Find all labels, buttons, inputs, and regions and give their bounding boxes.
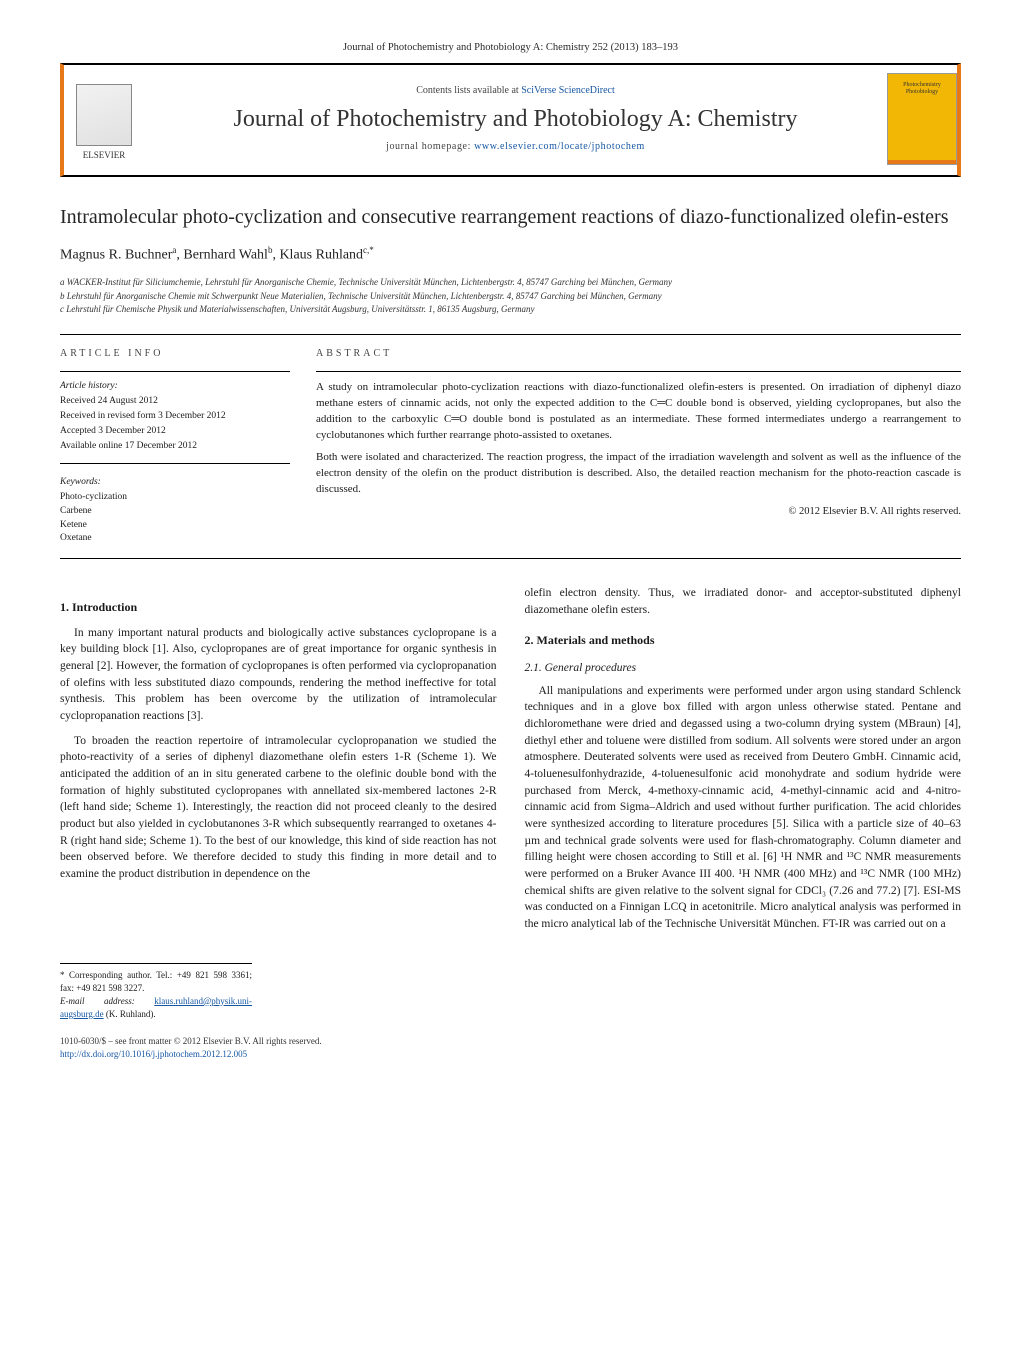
history-online: Available online 17 December 2012 xyxy=(60,440,290,454)
article-body: 1. Introduction In many important natura… xyxy=(60,585,961,1021)
article-title: Intramolecular photo-cyclization and con… xyxy=(60,205,961,230)
abstract-copyright: © 2012 Elsevier B.V. All rights reserved… xyxy=(316,504,961,519)
affiliation-c: c Lehrstuhl für Chemische Physik und Mat… xyxy=(60,303,961,316)
section-2-1-heading: 2.1. General procedures xyxy=(525,660,962,677)
contents-available-line: Contents lists available at SciVerse Sci… xyxy=(158,84,873,99)
author-3-affil-sup: c,* xyxy=(363,245,374,255)
author-1: Magnus R. Buchner xyxy=(60,248,172,263)
journal-cover-thumb: Photochemistry Photobiology xyxy=(887,73,957,165)
affiliations: a WACKER-Institut für Siliciumchemie, Le… xyxy=(60,276,961,316)
info-abstract-row: ARTICLE INFO Article history: Received 2… xyxy=(60,334,961,559)
section-1-para-2: To broaden the reaction repertoire of in… xyxy=(60,733,497,883)
elsevier-tree-icon xyxy=(76,84,132,146)
publisher-logo-text: ELSEVIER xyxy=(83,149,126,162)
page-footer-meta: 1010-6030/$ – see front matter © 2012 El… xyxy=(60,1035,961,1061)
author-2-affil-sup: b xyxy=(268,245,273,255)
article-info-column: ARTICLE INFO Article history: Received 2… xyxy=(60,335,290,558)
section-1-heading: 1. Introduction xyxy=(60,599,497,616)
author-2: Bernhard Wahl xyxy=(183,248,268,263)
keyword: Oxetane xyxy=(60,532,290,546)
affiliation-a: a WACKER-Institut für Siliciumchemie, Le… xyxy=(60,276,961,289)
doi-link[interactable]: http://dx.doi.org/10.1016/j.jphotochem.2… xyxy=(60,1049,247,1059)
footnote-email-suffix: (K. Ruhland). xyxy=(106,1009,156,1019)
footnote-corr-line: * Corresponding author. Tel.: +49 821 59… xyxy=(60,969,252,995)
keyword: Carbene xyxy=(60,505,290,519)
footnote-email-line: E-mail address: klaus.ruhland@physik.uni… xyxy=(60,995,252,1021)
homepage-prefix: journal homepage: xyxy=(386,141,474,152)
history-revised: Received in revised form 3 December 2012 xyxy=(60,410,290,424)
history-accepted: Accepted 3 December 2012 xyxy=(60,425,290,439)
journal-header-box: ELSEVIER Contents lists available at Sci… xyxy=(60,63,961,177)
abstract-label: ABSTRACT xyxy=(316,347,961,362)
keyword: Ketene xyxy=(60,519,290,533)
author-3: Klaus Ruhland xyxy=(279,248,363,263)
running-citation: Journal of Photochemistry and Photobiolo… xyxy=(60,40,961,55)
issn-line: 1010-6030/$ – see front matter © 2012 El… xyxy=(60,1035,961,1048)
header-center: Contents lists available at SciVerse Sci… xyxy=(158,84,873,154)
section-2-1-para-1: All manipulations and experiments were p… xyxy=(525,683,962,933)
author-1-affil-sup: a xyxy=(172,245,176,255)
cover-text-1: Photochemistry xyxy=(903,82,941,89)
affiliation-b: b Lehrstuhl für Anorganische Chemie mit … xyxy=(60,290,961,303)
section-1-para-1: In many important natural products and b… xyxy=(60,625,497,725)
journal-homepage-link[interactable]: www.elsevier.com/locate/jphotochem xyxy=(474,141,645,152)
publisher-logo: ELSEVIER xyxy=(64,74,144,164)
history-label: Article history: xyxy=(60,380,290,394)
cover-text-2: Photobiology xyxy=(906,89,938,96)
authors-line: Magnus R. Buchnera, Bernhard Wahlb, Klau… xyxy=(60,244,961,266)
contents-prefix: Contents lists available at xyxy=(416,85,521,96)
col2-lead-para: olefin electron density. Thus, we irradi… xyxy=(525,585,962,618)
history-received: Received 24 August 2012 xyxy=(60,395,290,409)
sciencedirect-link[interactable]: SciVerse ScienceDirect xyxy=(521,85,615,96)
divider-icon xyxy=(60,463,290,464)
article-info-label: ARTICLE INFO xyxy=(60,347,290,362)
journal-homepage-line: journal homepage: www.elsevier.com/locat… xyxy=(158,140,873,155)
section-2-heading: 2. Materials and methods xyxy=(525,632,962,649)
abstract-para-1: A study on intramolecular photo-cyclizat… xyxy=(316,380,961,444)
keyword: Photo-cyclization xyxy=(60,491,290,505)
abstract-column: ABSTRACT A study on intramolecular photo… xyxy=(316,335,961,558)
cover-stripe-icon xyxy=(888,160,956,164)
journal-title: Journal of Photochemistry and Photobiolo… xyxy=(158,105,873,134)
keywords-label: Keywords: xyxy=(60,476,290,490)
abstract-para-2: Both were isolated and characterized. Th… xyxy=(316,450,961,498)
footnote-email-label: E-mail address: xyxy=(60,996,154,1006)
corresponding-author-footnote: * Corresponding author. Tel.: +49 821 59… xyxy=(60,963,252,1021)
